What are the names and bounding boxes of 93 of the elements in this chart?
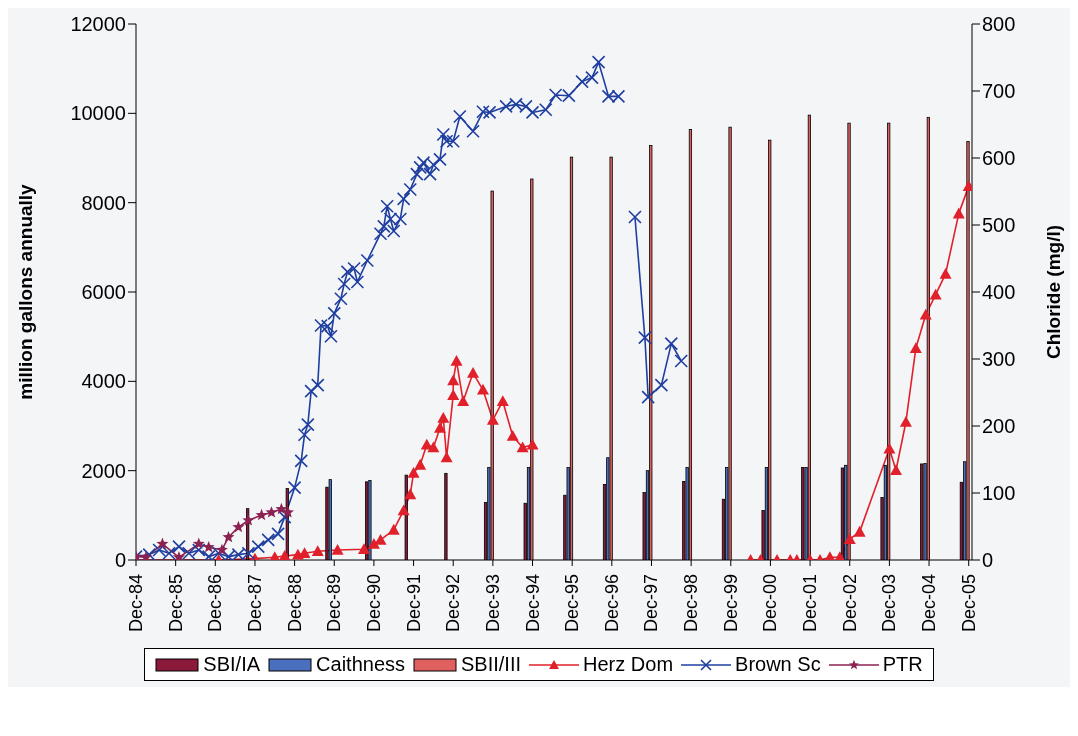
y2-tick-label: 300 xyxy=(982,348,1016,371)
point xyxy=(890,464,902,476)
point xyxy=(476,383,489,395)
x-tick-label: Dec-92 xyxy=(443,574,464,633)
point xyxy=(192,537,205,550)
point xyxy=(883,442,896,454)
x-tick-label: Dec-86 xyxy=(205,574,226,633)
x-tick-label: Dec-96 xyxy=(601,574,622,633)
x-tick-label: Dec-85 xyxy=(165,574,186,633)
point xyxy=(265,506,278,518)
x-tick-label: Dec-05 xyxy=(958,574,979,633)
point xyxy=(275,502,288,515)
point xyxy=(939,267,952,279)
point xyxy=(427,441,440,453)
x-tick-label: Dec-97 xyxy=(641,574,662,633)
point xyxy=(222,530,235,543)
point xyxy=(919,308,932,320)
x-tick-label: Dec-94 xyxy=(522,574,543,633)
bar xyxy=(807,114,811,560)
point xyxy=(232,520,245,533)
point xyxy=(331,543,344,555)
y-tick-label: 6000 xyxy=(81,281,126,304)
y-tick-label: 4000 xyxy=(81,370,126,393)
x-tick-label: Dec-91 xyxy=(403,574,424,633)
y-tick-label: 10000 xyxy=(70,102,126,125)
point xyxy=(407,466,420,478)
x-tick-label: Dec-04 xyxy=(919,574,940,633)
point xyxy=(486,413,499,425)
y-tick-label: 0 xyxy=(114,549,126,572)
point xyxy=(853,525,866,537)
point xyxy=(202,540,215,553)
point xyxy=(506,430,519,441)
point xyxy=(156,537,169,550)
y-tick-label: 8000 xyxy=(81,191,126,214)
point xyxy=(447,389,460,400)
point xyxy=(404,488,417,500)
legend-label: SBII/III xyxy=(461,653,522,676)
point xyxy=(457,395,470,407)
legend-label: Herz Dom xyxy=(583,653,674,676)
x-tick-label: Dec-84 xyxy=(126,574,146,633)
y2-tick-label: 200 xyxy=(982,415,1016,438)
point xyxy=(952,207,965,219)
point xyxy=(358,543,370,555)
legend-label: SBI/IA xyxy=(203,653,261,676)
y2-tick-label: 800 xyxy=(982,13,1016,36)
y-axis-title: million gallons annually xyxy=(14,183,36,400)
legend-label: Caithness xyxy=(316,653,405,676)
legend-label: PTR xyxy=(882,653,923,676)
x-tick-label: Dec-89 xyxy=(324,574,345,633)
x-tick-label: Dec-95 xyxy=(562,574,583,633)
x-tick-label: Dec-87 xyxy=(244,574,265,633)
x-tick-label: Dec-93 xyxy=(482,574,503,633)
point xyxy=(526,438,539,450)
x-tick-label: Dec-88 xyxy=(284,574,305,633)
point xyxy=(899,415,912,427)
x-tick-label: Dec-90 xyxy=(363,574,384,633)
y2-tick-label: 400 xyxy=(982,281,1016,304)
point xyxy=(843,533,856,545)
point xyxy=(255,508,268,521)
legend-label: Brown Sc xyxy=(735,653,821,676)
point xyxy=(467,367,480,378)
point xyxy=(397,504,410,516)
x-tick-label: Dec-00 xyxy=(760,574,781,633)
point xyxy=(447,374,460,386)
point xyxy=(311,545,324,557)
point xyxy=(450,355,463,366)
point xyxy=(278,549,291,560)
point xyxy=(414,458,427,470)
point xyxy=(242,514,255,526)
point xyxy=(440,451,453,463)
y2-tick-label: 100 xyxy=(982,482,1016,505)
point xyxy=(367,537,380,549)
x-tick-label: Dec-03 xyxy=(879,574,900,633)
y2-tick-label: 700 xyxy=(982,80,1016,103)
point xyxy=(434,422,446,433)
x-tick-label: Dec-99 xyxy=(720,574,741,633)
point xyxy=(437,411,450,423)
point xyxy=(496,395,509,407)
point xyxy=(929,288,942,300)
y2-tick-label: 0 xyxy=(982,549,994,572)
bar xyxy=(840,467,845,560)
point xyxy=(909,342,922,354)
point xyxy=(387,523,400,535)
y-tick-label: 12000 xyxy=(70,13,126,36)
x-tick-label: Dec-01 xyxy=(800,574,821,633)
y2-tick-label: 600 xyxy=(982,147,1016,170)
y2-tick-label: 500 xyxy=(982,214,1016,237)
x-tick-label: Dec-02 xyxy=(839,574,860,633)
point xyxy=(215,543,228,556)
x-tick-label: Dec-98 xyxy=(681,574,702,633)
y-tick-label: 2000 xyxy=(81,459,126,482)
point xyxy=(516,441,529,453)
y2-axis-title: Chloride (mg/l) xyxy=(1042,224,1064,360)
